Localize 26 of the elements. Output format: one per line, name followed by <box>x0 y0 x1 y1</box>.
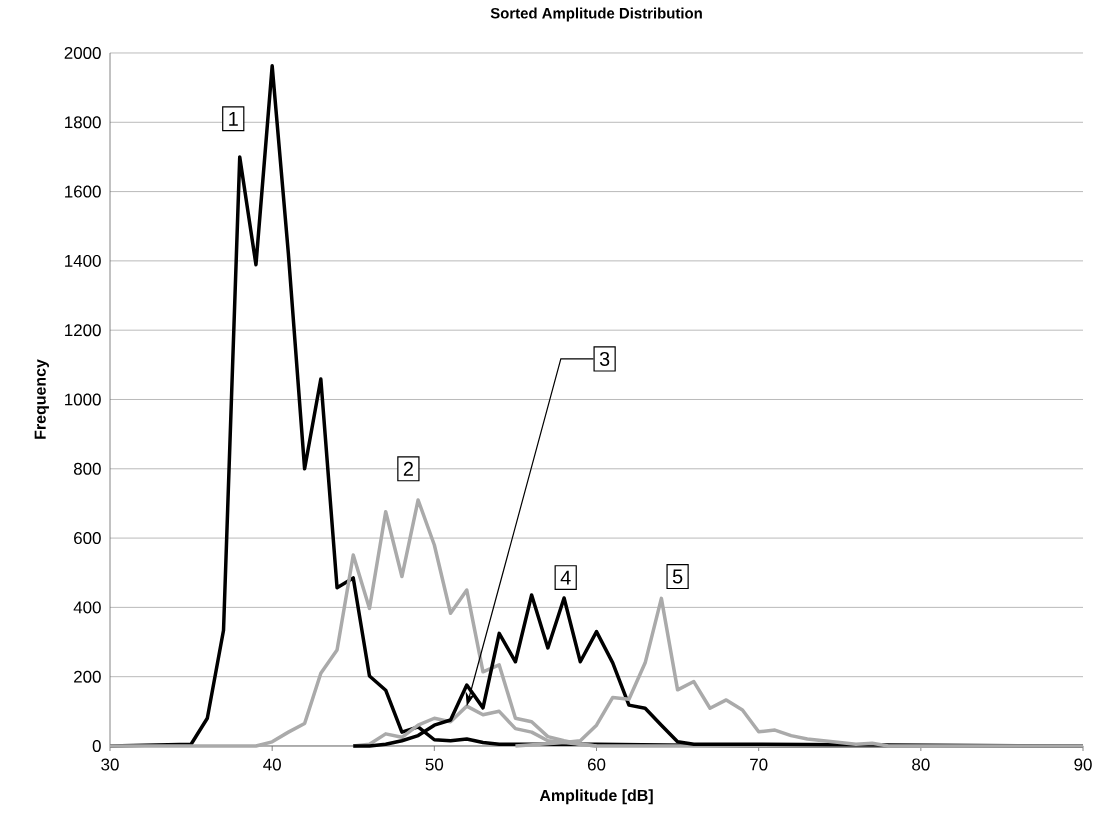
y-tick-label: 0 <box>92 739 101 752</box>
y-tick-label: 1600 <box>65 185 101 198</box>
x-tick-label: 50 <box>425 758 444 771</box>
y-tick-label: 400 <box>73 601 101 614</box>
y-tick-label: 2000 <box>64 46 101 59</box>
x-axis-title: Amplitude [dB] <box>539 789 653 805</box>
y-tick-label: 1800 <box>65 116 101 129</box>
series-label: 4 <box>560 570 571 585</box>
y-tick-label: 600 <box>74 532 101 545</box>
x-tick-label: 30 <box>101 758 119 771</box>
y-axis-title: Frequency <box>34 359 49 439</box>
series-label: 1 <box>229 111 238 126</box>
series-label: 2 <box>403 461 413 476</box>
y-tick-label: 1000 <box>65 393 101 406</box>
x-tick-label: 40 <box>263 758 281 771</box>
x-tick-label: 80 <box>912 758 930 771</box>
y-tick-label: 800 <box>73 462 101 475</box>
x-tick-label: 90 <box>1074 758 1092 771</box>
x-tick-label: 60 <box>587 758 606 771</box>
y-tick-label: 200 <box>74 670 101 683</box>
y-tick-label: 1200 <box>65 324 101 337</box>
series-label: 5 <box>672 569 683 584</box>
y-tick-label: 1400 <box>65 254 101 267</box>
x-tick-label: 70 <box>750 758 768 771</box>
chart-title: Sorted Amplitude Distribution <box>490 7 702 22</box>
text: 3 <box>599 351 610 366</box>
